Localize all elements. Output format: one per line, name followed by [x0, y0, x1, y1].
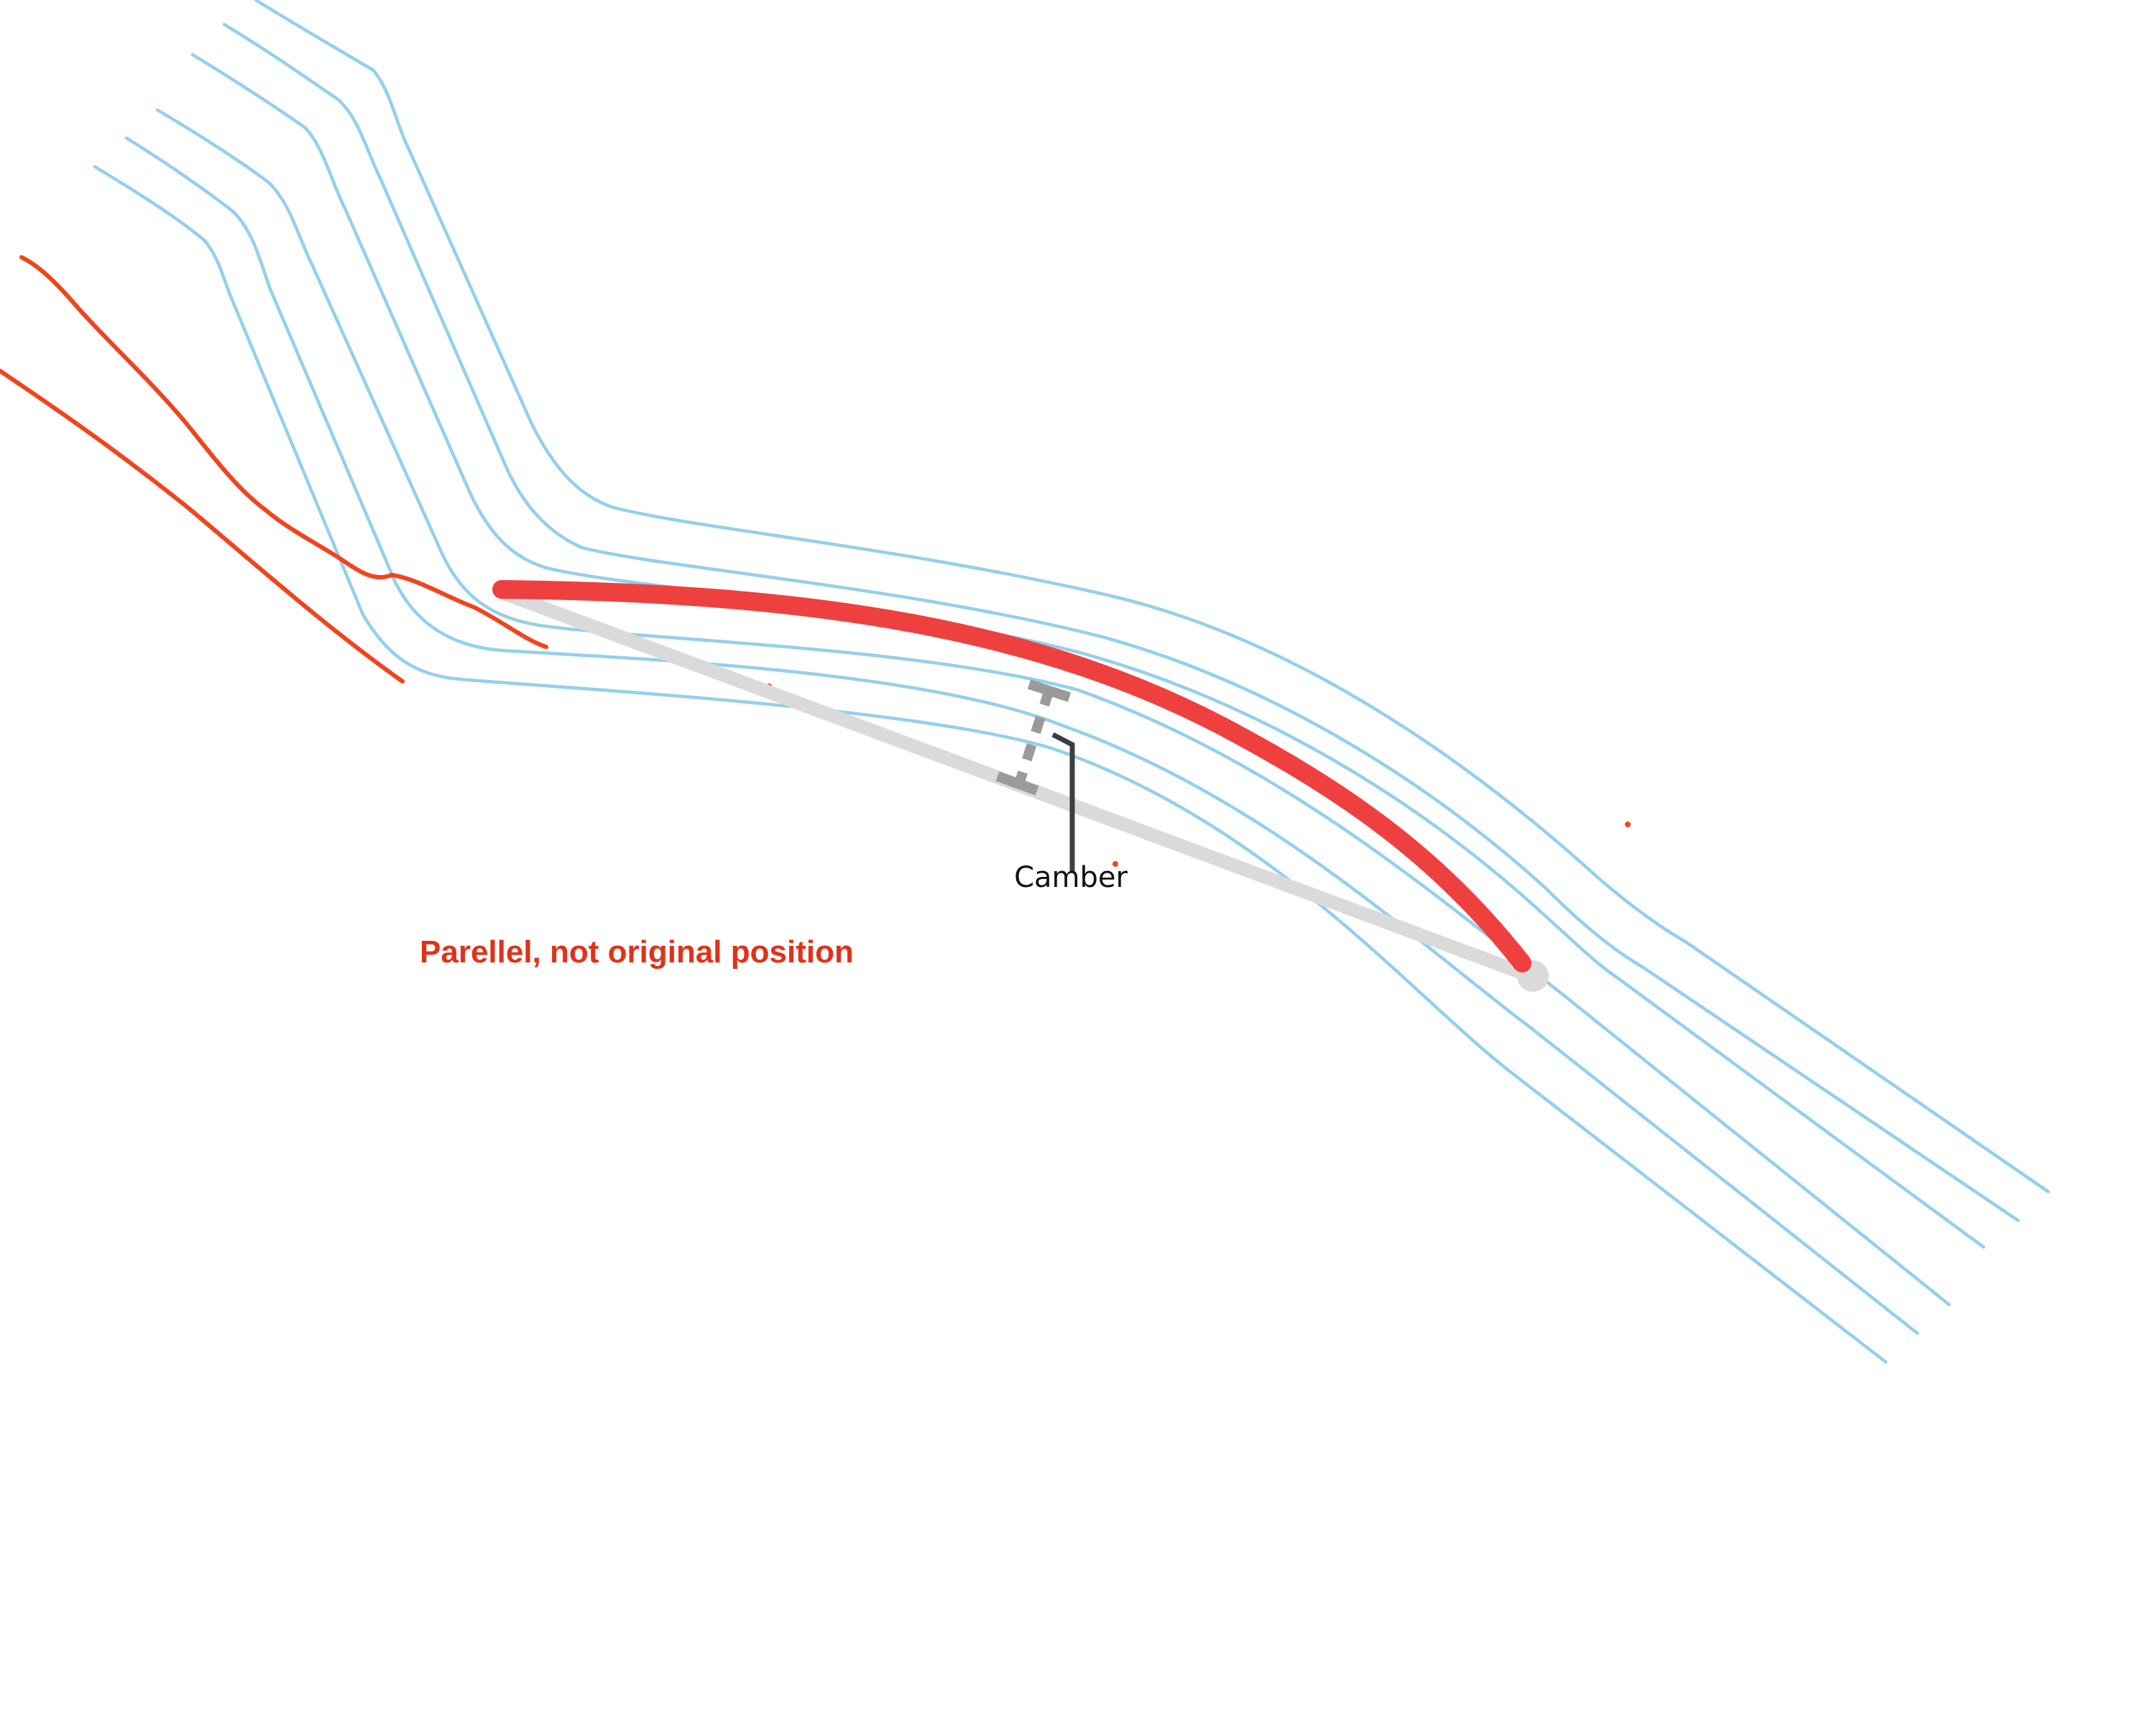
sketch-dot [1112, 861, 1118, 867]
sketch-dot [1625, 822, 1631, 827]
camber-leader-line [1051, 732, 1075, 871]
streamline [190, 52, 1986, 1249]
camber-line [492, 580, 1531, 972]
camber-top-tick [1027, 679, 1072, 702]
streamline [124, 136, 1920, 1335]
camber-bottom-tick [995, 771, 1039, 796]
camber-distance-dashes [1012, 688, 1054, 793]
camber-measurement [995, 679, 1075, 871]
sketch-stroke [0, 369, 405, 684]
camber-label: Camber [1014, 861, 1128, 894]
streamlines [93, 0, 2050, 1364]
streamline [254, 0, 2050, 1194]
annotation-note: Parellel, not original position [420, 934, 854, 970]
sketch-stroke [19, 255, 548, 649]
streamline [222, 22, 2020, 1223]
streamline [93, 165, 1888, 1364]
sketch-annotations [0, 255, 1631, 867]
streamline [155, 108, 1951, 1307]
